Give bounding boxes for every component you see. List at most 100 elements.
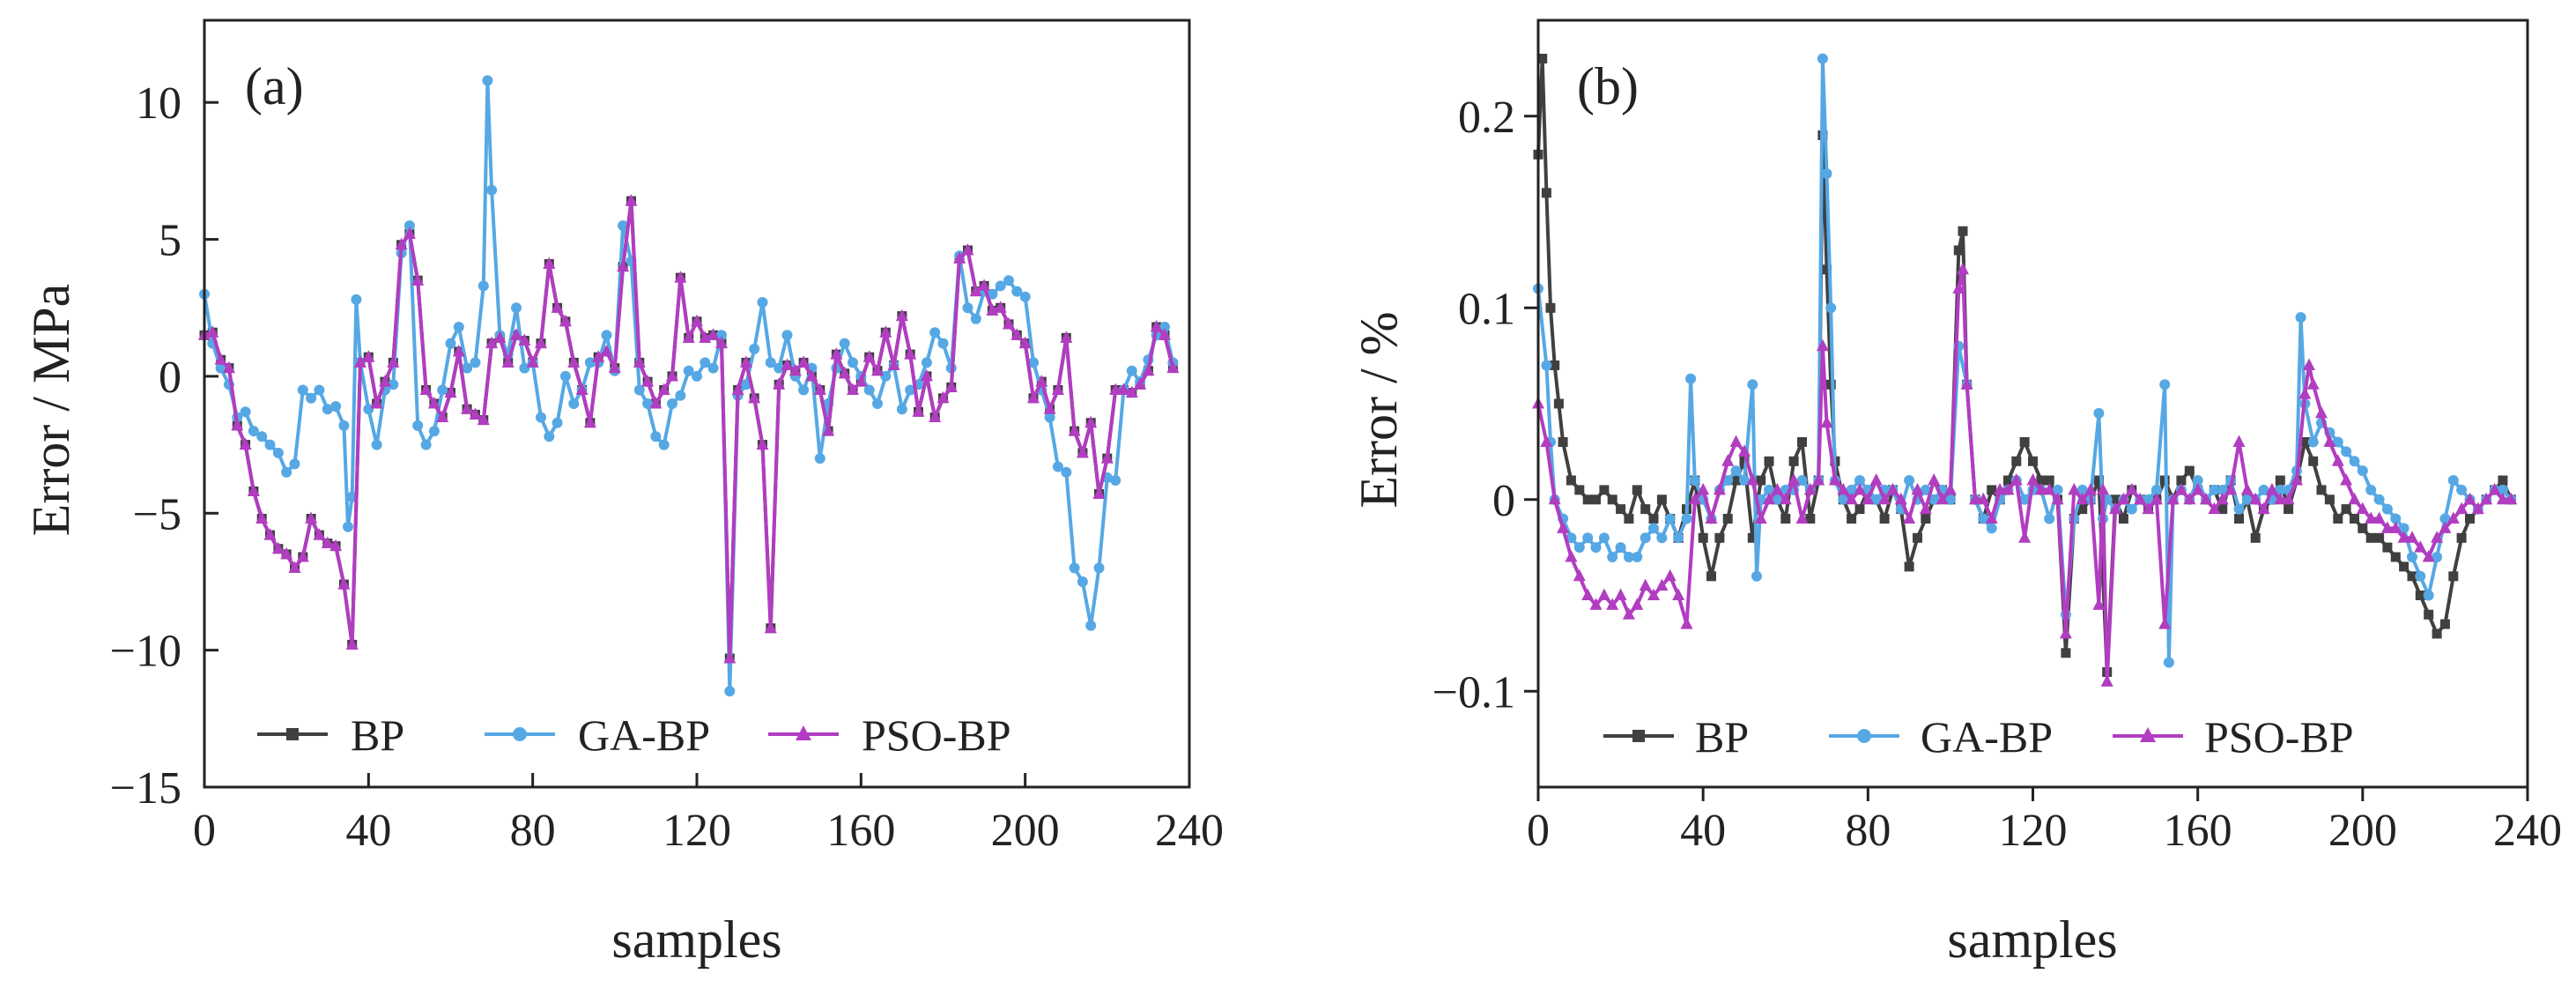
data-point (1978, 513, 1989, 524)
data-point (1109, 383, 1122, 395)
data-point (1076, 445, 1089, 458)
y-tick-label: −0.1 (1432, 667, 1515, 717)
data-point (2284, 504, 2294, 515)
x-tick-label: 120 (1999, 806, 2068, 856)
data-point (2209, 484, 2220, 495)
data-point (1822, 264, 1832, 275)
data-point (2097, 482, 2109, 495)
data-point (2446, 511, 2460, 524)
data-point (2134, 492, 2147, 505)
data-point (2415, 570, 2426, 582)
data-point (2480, 492, 2493, 505)
data-point (1632, 485, 1642, 495)
data-point (2463, 492, 2476, 505)
data-point (773, 377, 786, 390)
data-point (280, 546, 293, 560)
data-point (691, 314, 703, 327)
x-tick-label: 40 (1680, 806, 1726, 856)
data-point (1986, 523, 1997, 534)
data-point (256, 431, 268, 442)
data-point (2398, 523, 2409, 534)
data-point (559, 370, 571, 382)
data-point (994, 301, 1007, 313)
data-point (2332, 436, 2343, 448)
data-point (1751, 570, 1762, 582)
data-point (1084, 415, 1098, 428)
data-point (2234, 514, 2244, 524)
data-point (584, 357, 596, 368)
data-point (2224, 482, 2238, 495)
data-point (757, 297, 768, 308)
data-point (1919, 502, 1932, 515)
data-point (765, 357, 776, 368)
data-point (871, 363, 884, 376)
data-point (912, 405, 925, 417)
data-point (896, 404, 907, 415)
data-point (731, 383, 744, 395)
data-point (2471, 502, 2484, 515)
data-point (2077, 504, 2088, 515)
data-point (2257, 502, 2270, 515)
chart-b-panel-label: (b) (1577, 57, 1639, 115)
data-point (2142, 502, 2155, 515)
data-point (1958, 226, 1968, 236)
data-point (486, 184, 498, 196)
data-point (272, 447, 284, 458)
data-point (1722, 475, 1734, 486)
data-point (2250, 532, 2261, 543)
data-point (1845, 492, 1858, 505)
data-point (436, 410, 449, 422)
data-point (805, 368, 818, 382)
data-point (2092, 598, 2106, 610)
data-point (297, 384, 308, 396)
data-point (700, 357, 711, 368)
data-point (1126, 365, 1137, 376)
data-point (288, 561, 301, 573)
chart-b-legend-marker-bp (1632, 730, 1645, 742)
data-point (2158, 617, 2172, 629)
data-point (2002, 482, 2015, 495)
data-point (2432, 628, 2442, 639)
data-point (1061, 466, 1072, 478)
data-point (1656, 532, 1668, 544)
chart-b-legend-pso-bp: PSO-BP (2204, 712, 2354, 762)
data-point (1689, 475, 1700, 486)
data-point (1085, 620, 1097, 631)
data-point (1817, 53, 1828, 64)
data-point (830, 347, 843, 360)
data-point (420, 439, 432, 450)
data-point (2002, 475, 2013, 486)
data-point (2034, 482, 2047, 495)
data-point (2061, 648, 2071, 658)
chart-a-ticks: 0 40 80 120 160 200 240 −15 −10 −5 0 5 10 (110, 78, 1224, 856)
data-point (1035, 375, 1048, 387)
data-point (2036, 475, 2047, 486)
data-point (1820, 415, 1833, 428)
data-point (1722, 514, 1733, 524)
data-point (1541, 360, 1552, 371)
data-point (1985, 511, 1998, 524)
data-point (1591, 494, 1601, 505)
data-point (838, 366, 851, 379)
chart-a-legend: BP GA-BP PSO-BP (257, 710, 1011, 760)
data-point (231, 418, 244, 431)
data-point (2389, 521, 2402, 533)
data-point (239, 437, 252, 450)
data-point (2240, 482, 2254, 495)
data-point (1730, 465, 1742, 477)
data-point (1615, 542, 1626, 554)
data-point (2068, 482, 2081, 495)
data-point (600, 345, 613, 357)
data-point (2439, 513, 2451, 524)
data-point (1672, 588, 1685, 600)
data-point (658, 439, 670, 450)
data-point (403, 220, 415, 231)
data-point (1158, 328, 1171, 340)
data-point (2018, 531, 2032, 543)
x-tick-label: 0 (1527, 806, 1550, 856)
data-point (1764, 484, 1774, 495)
data-point (1846, 484, 1857, 495)
y-tick-label: 10 (136, 78, 181, 129)
data-point (1987, 485, 1997, 495)
data-point (1738, 444, 1751, 457)
